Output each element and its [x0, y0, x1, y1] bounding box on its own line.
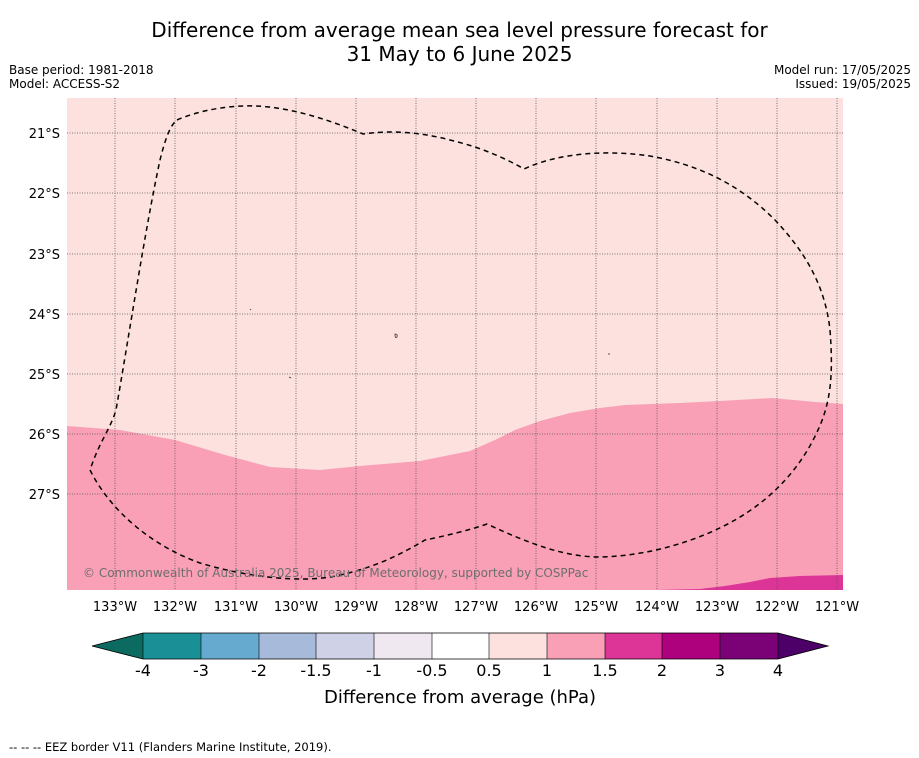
- colorbar-tick: -2: [251, 661, 267, 680]
- lon-label: 124°W: [635, 600, 679, 615]
- model-run: Model run: 17/05/2025: [773, 63, 911, 77]
- model-name: Model: ACCESS-S2: [9, 77, 121, 91]
- colorbar-tick: 1.5: [592, 661, 617, 680]
- lat-label: 22°S: [29, 187, 60, 202]
- colorbar-tick: 3: [715, 661, 725, 680]
- colorbar-dividers: [142, 633, 779, 659]
- colorbar-segment: [778, 633, 828, 659]
- lon-label: 129°W: [334, 600, 378, 615]
- lat-label: 27°S: [29, 488, 60, 503]
- map-area: [67, 98, 843, 590]
- copyright-notice: © Commonwealth of Australia 2025, Bureau…: [83, 566, 588, 580]
- islands: [249, 308, 610, 379]
- graticule: [67, 98, 843, 590]
- colorbar-tick: -1: [366, 661, 382, 680]
- lon-label: 133°W: [93, 600, 137, 615]
- lon-label: 131°W: [214, 600, 258, 615]
- latitude-labels: 21°S 22°S 23°S 24°S 25°S 26°S 27°S: [29, 127, 60, 503]
- colorbar-tick: 0.5: [476, 661, 501, 680]
- title-line-2: 31 May to 6 June 2025: [346, 42, 573, 66]
- colorbar-tick: -1.5: [300, 661, 331, 680]
- run-info: Model run: 17/05/2025 Issued: 19/05/2025: [774, 63, 911, 91]
- longitude-labels: 133°W 132°W 131°W 130°W 129°W 128°W 127°…: [93, 600, 859, 615]
- colorbar-segment: [720, 633, 778, 659]
- colorbar-segment: [547, 633, 605, 659]
- colorbar-segment: [143, 633, 201, 659]
- colorbar-tick: -3: [193, 661, 209, 680]
- colorbar: -4 -3 -2 -1.5 -1 -0.5 0.5 1 1.5 2 3 4 Di…: [91, 632, 830, 708]
- eez-border: [89, 105, 833, 580]
- lon-label: 121°W: [815, 600, 859, 615]
- lat-label: 25°S: [29, 368, 60, 383]
- colorbar-tick: 1: [542, 661, 552, 680]
- lon-label: 122°W: [755, 600, 799, 615]
- lon-label: 126°W: [514, 600, 558, 615]
- lon-label: 132°W: [153, 600, 197, 615]
- model-info: Base period: 1981-2018 Model: ACCESS-S2: [9, 63, 154, 91]
- lat-label: 23°S: [29, 248, 60, 263]
- colorbar-segment: [432, 633, 489, 659]
- lat-label: 26°S: [29, 428, 60, 443]
- lon-label: 125°W: [574, 600, 618, 615]
- colorbar-tick: -4: [135, 661, 151, 680]
- title-line-1: Difference from average mean sea level p…: [151, 18, 768, 42]
- colorbar-segment: [662, 633, 720, 659]
- colorbar-segment: [259, 633, 316, 659]
- issued-date: Issued: 19/05/2025: [795, 77, 911, 91]
- colorbar-tick: 4: [773, 661, 783, 680]
- colorbar-tick: 2: [657, 661, 667, 680]
- colorbar-segment: [201, 633, 259, 659]
- base-period: Base period: 1981-2018: [9, 63, 154, 77]
- colorbar-tick: -0.5: [416, 661, 447, 680]
- colorbar-segment: [489, 633, 547, 659]
- lon-label: 130°W: [274, 600, 318, 615]
- lat-label: 24°S: [29, 308, 60, 323]
- eez-legend: -- -- -- EEZ border V11 (Flanders Marine…: [9, 740, 332, 754]
- map-title: Difference from average mean sea level p…: [0, 18, 919, 66]
- colorbar-segment: [605, 633, 662, 659]
- lon-label: 128°W: [394, 600, 438, 615]
- lat-label: 21°S: [29, 127, 60, 142]
- colorbar-segment: [92, 633, 143, 659]
- anomaly-band-1.5-2: [655, 575, 843, 590]
- colorbar-segment: [316, 633, 374, 659]
- colorbar-label: Difference from average (hPa): [324, 687, 596, 708]
- lon-label: 123°W: [695, 600, 739, 615]
- lon-label: 127°W: [454, 600, 498, 615]
- colorbar-segment: [374, 633, 432, 659]
